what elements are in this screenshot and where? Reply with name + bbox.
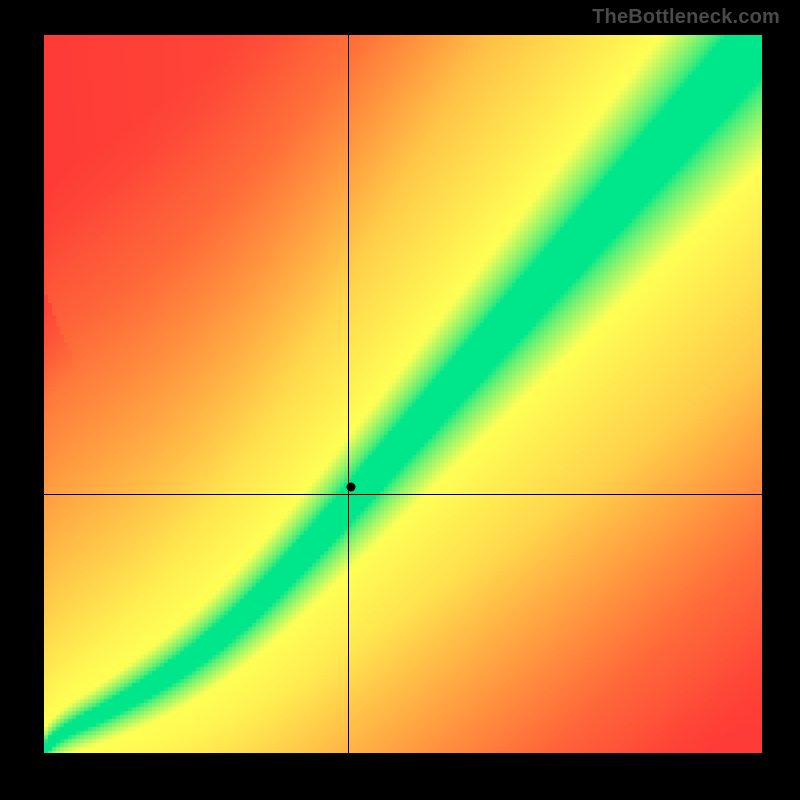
data-point-marker bbox=[347, 483, 356, 492]
heatmap-canvas bbox=[44, 35, 762, 753]
plot-area bbox=[44, 35, 762, 753]
watermark-text: TheBottleneck.com bbox=[592, 6, 780, 29]
crosshair-horizontal bbox=[44, 494, 762, 495]
crosshair-vertical bbox=[348, 35, 349, 753]
